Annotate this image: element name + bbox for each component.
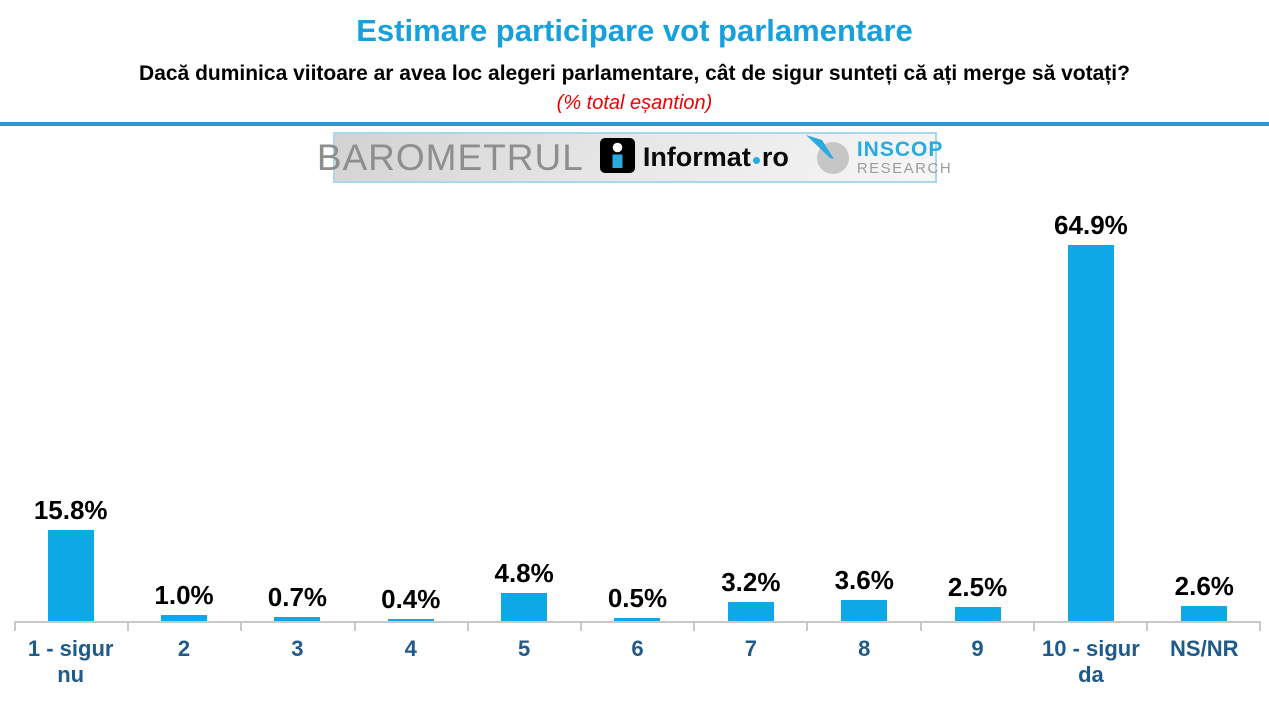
category-label: 9 (971, 636, 984, 661)
bar (727, 602, 774, 621)
x-axis-category-labels: 1 - sigur nu 2 3 4 5 6 7 8 9 10 - sigur da NS/NR (14, 636, 1261, 689)
category-label: 3 (291, 636, 304, 661)
category-label: 8 (858, 636, 871, 661)
informat-tld: ro (761, 142, 789, 172)
page-title: Estimare participare vot parlamentare (356, 13, 913, 48)
category-label: 2 (177, 636, 191, 661)
informat-logo-icon (599, 137, 635, 178)
axis-tick-cell (240, 623, 353, 631)
bar (841, 600, 888, 621)
inscop-research: RESEARCH (856, 160, 953, 177)
category-label: 5 (517, 636, 531, 661)
axis-tick-cell (127, 623, 240, 631)
bar-column: 15.8% (14, 190, 127, 621)
axis-tick-cell (353, 623, 467, 631)
bar (1181, 606, 1228, 621)
axis-tick-cell (14, 623, 127, 631)
bar-value-label: 2.6% (1174, 571, 1234, 601)
axis-tick-cell (1145, 623, 1262, 631)
plot-area: 15.8% 1.0% 0.7% 0.4% 4.8% 0.5% 3.2% 3.6% 2.5% 64.… (14, 190, 1261, 623)
bar-column: 0.5% (581, 190, 694, 621)
bar-value-label: 1.0% (154, 580, 214, 610)
bar (614, 618, 661, 621)
bar (161, 615, 208, 621)
informat-word: Informat (642, 142, 751, 172)
category-label: 1 - sigur nu (27, 636, 114, 688)
inscop-name: INSCOP (856, 138, 944, 161)
category-label: 4 (404, 636, 417, 661)
bar-column: 0.4% (354, 190, 467, 621)
bar-column: 64.9% (1034, 190, 1147, 621)
x-axis-ticks (14, 623, 1262, 631)
inscop-compass-icon (805, 134, 855, 181)
header-divider (0, 122, 1269, 126)
bar-value-label: 3.6% (834, 565, 894, 595)
category-label: 6 (631, 636, 644, 661)
informat-dot-icon (752, 157, 760, 164)
inscop-logo: INSCOP RESEARCH (805, 134, 952, 181)
bar-value-label: 0.5% (607, 583, 668, 613)
survey-question: Dacă duminica viitoare ar avea loc alege… (139, 62, 1130, 85)
bar-value-label: 4.8% (494, 558, 554, 588)
bar-column: 3.2% (694, 190, 807, 621)
axis-tick-cell (1032, 623, 1146, 631)
bar-value-label: 3.2% (721, 567, 781, 597)
inscop-wordmark: INSCOP RESEARCH (857, 139, 952, 176)
bar-value-label: 0.7% (267, 582, 328, 612)
bar (1067, 245, 1114, 621)
bar-value-label: 2.5% (947, 572, 1008, 602)
bar-column: 0.7% (241, 190, 354, 621)
axis-tick-cell (466, 623, 580, 631)
bar-value-label: 64.9% (1054, 210, 1128, 240)
bar (387, 619, 434, 621)
category-label: NS/NR (1170, 636, 1239, 661)
bar (954, 607, 1001, 621)
bar-column: 2.5% (921, 190, 1034, 621)
bar-column: 2.6% (1148, 190, 1261, 621)
axis-tick-cell (579, 623, 693, 631)
axis-tick-cell (693, 623, 806, 631)
axis-tick-cell (806, 623, 919, 631)
axis-tick-cell (919, 623, 1033, 631)
informat-logo-wordmark: Informat ro (643, 144, 789, 171)
sample-note: (% total eșantion) (556, 92, 713, 114)
bar-chart: 15.8% 1.0% 0.7% 0.4% 4.8% 0.5% 3.2% 3.6% 2.5% 64.… (14, 190, 1262, 689)
bar-value-label: 0.4% (381, 584, 441, 614)
informat-logo: Informat ro (599, 137, 789, 178)
bar (501, 593, 548, 621)
bar-column: 1.0% (127, 190, 240, 621)
bar-column: 4.8% (467, 190, 580, 621)
bar-value-label: 15.8% (33, 495, 108, 525)
logo-banner: BAROMETRUL Informat ro INSCOP RESEARCH (317, 132, 951, 183)
bar (274, 617, 321, 621)
category-label: 7 (744, 636, 757, 661)
barometrul-logo-text: BAROMETRUL (316, 137, 584, 178)
bar-column: 3.6% (808, 190, 921, 621)
bar (47, 530, 94, 621)
category-label: 10 - sigur da (1042, 636, 1140, 688)
